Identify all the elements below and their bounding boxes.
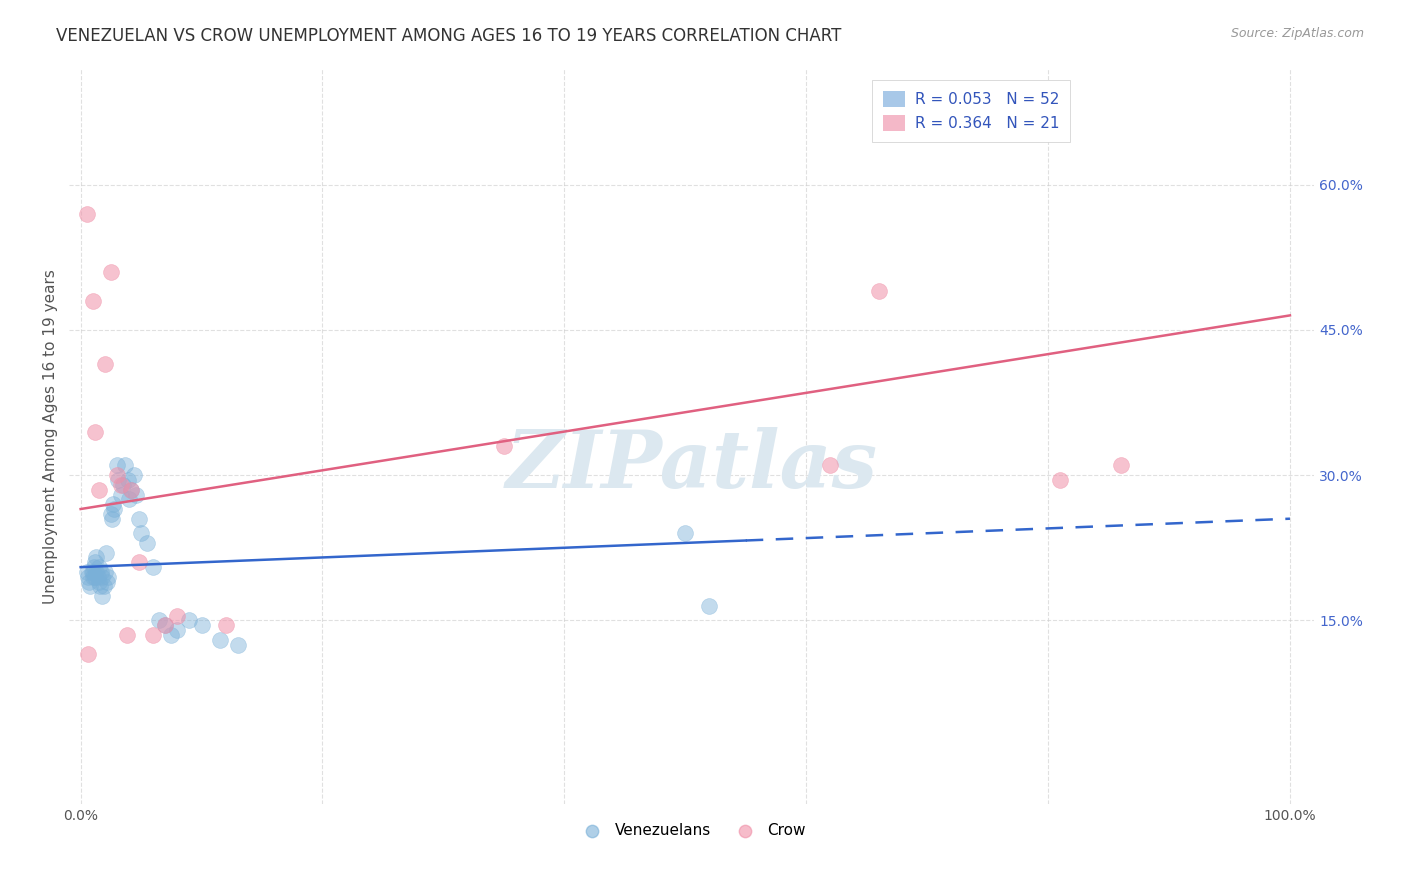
Point bbox=[492, 439, 515, 453]
Point bbox=[166, 608, 188, 623]
Text: ZIPatlas: ZIPatlas bbox=[505, 427, 877, 505]
Point bbox=[89, 579, 111, 593]
Point bbox=[91, 589, 114, 603]
Point bbox=[86, 550, 108, 565]
Text: Source: ZipAtlas.com: Source: ZipAtlas.com bbox=[1230, 27, 1364, 40]
Point bbox=[114, 458, 136, 473]
Point bbox=[84, 425, 107, 439]
Point bbox=[91, 570, 114, 584]
Point bbox=[155, 618, 177, 632]
Point bbox=[87, 574, 110, 589]
Point bbox=[100, 507, 122, 521]
Point bbox=[128, 512, 150, 526]
Text: VENEZUELAN VS CROW UNEMPLOYMENT AMONG AGES 16 TO 19 YEARS CORRELATION CHART: VENEZUELAN VS CROW UNEMPLOYMENT AMONG AG… bbox=[56, 27, 842, 45]
Point bbox=[76, 565, 98, 579]
Point bbox=[120, 483, 142, 497]
Point bbox=[117, 473, 139, 487]
Point bbox=[84, 555, 107, 569]
Point bbox=[100, 265, 122, 279]
Point bbox=[82, 565, 104, 579]
Point bbox=[155, 618, 177, 632]
Point bbox=[94, 357, 117, 371]
Y-axis label: Unemployment Among Ages 16 to 19 years: Unemployment Among Ages 16 to 19 years bbox=[44, 269, 58, 604]
Point bbox=[129, 526, 152, 541]
Point bbox=[699, 599, 721, 613]
Point bbox=[111, 478, 134, 492]
Point bbox=[82, 570, 104, 584]
Legend: Venezuelans, Crow: Venezuelans, Crow bbox=[571, 817, 813, 845]
Point bbox=[82, 293, 104, 308]
Point bbox=[148, 613, 170, 627]
Point bbox=[166, 623, 188, 637]
Point bbox=[122, 468, 145, 483]
Point bbox=[77, 574, 100, 589]
Point bbox=[87, 560, 110, 574]
Point bbox=[90, 565, 112, 579]
Point bbox=[101, 512, 124, 526]
Point bbox=[105, 468, 128, 483]
Point bbox=[179, 613, 201, 627]
Point bbox=[118, 492, 141, 507]
Point bbox=[120, 483, 142, 497]
Point bbox=[208, 632, 231, 647]
Point bbox=[76, 207, 98, 221]
Point bbox=[1109, 458, 1132, 473]
Point bbox=[93, 579, 115, 593]
Point bbox=[128, 555, 150, 569]
Point bbox=[103, 502, 125, 516]
Point bbox=[77, 647, 100, 661]
Point bbox=[110, 487, 132, 501]
Point bbox=[103, 497, 125, 511]
Point bbox=[84, 570, 107, 584]
Point bbox=[1049, 473, 1071, 487]
Point bbox=[160, 628, 183, 642]
Point bbox=[226, 638, 249, 652]
Point bbox=[215, 618, 238, 632]
Point bbox=[80, 565, 103, 579]
Point bbox=[125, 487, 148, 501]
Point bbox=[97, 570, 120, 584]
Point bbox=[83, 560, 105, 574]
Point bbox=[105, 458, 128, 473]
Point bbox=[136, 536, 159, 550]
Point bbox=[115, 628, 138, 642]
Point bbox=[142, 628, 165, 642]
Point bbox=[142, 560, 165, 574]
Point bbox=[94, 565, 117, 579]
Point bbox=[673, 526, 696, 541]
Point bbox=[110, 478, 132, 492]
Point bbox=[79, 579, 101, 593]
Point bbox=[820, 458, 842, 473]
Point bbox=[86, 570, 108, 584]
Point bbox=[94, 546, 117, 560]
Point bbox=[77, 570, 100, 584]
Point bbox=[868, 284, 890, 298]
Point bbox=[190, 618, 212, 632]
Point bbox=[96, 574, 118, 589]
Point bbox=[87, 483, 110, 497]
Point bbox=[86, 565, 108, 579]
Point bbox=[107, 473, 129, 487]
